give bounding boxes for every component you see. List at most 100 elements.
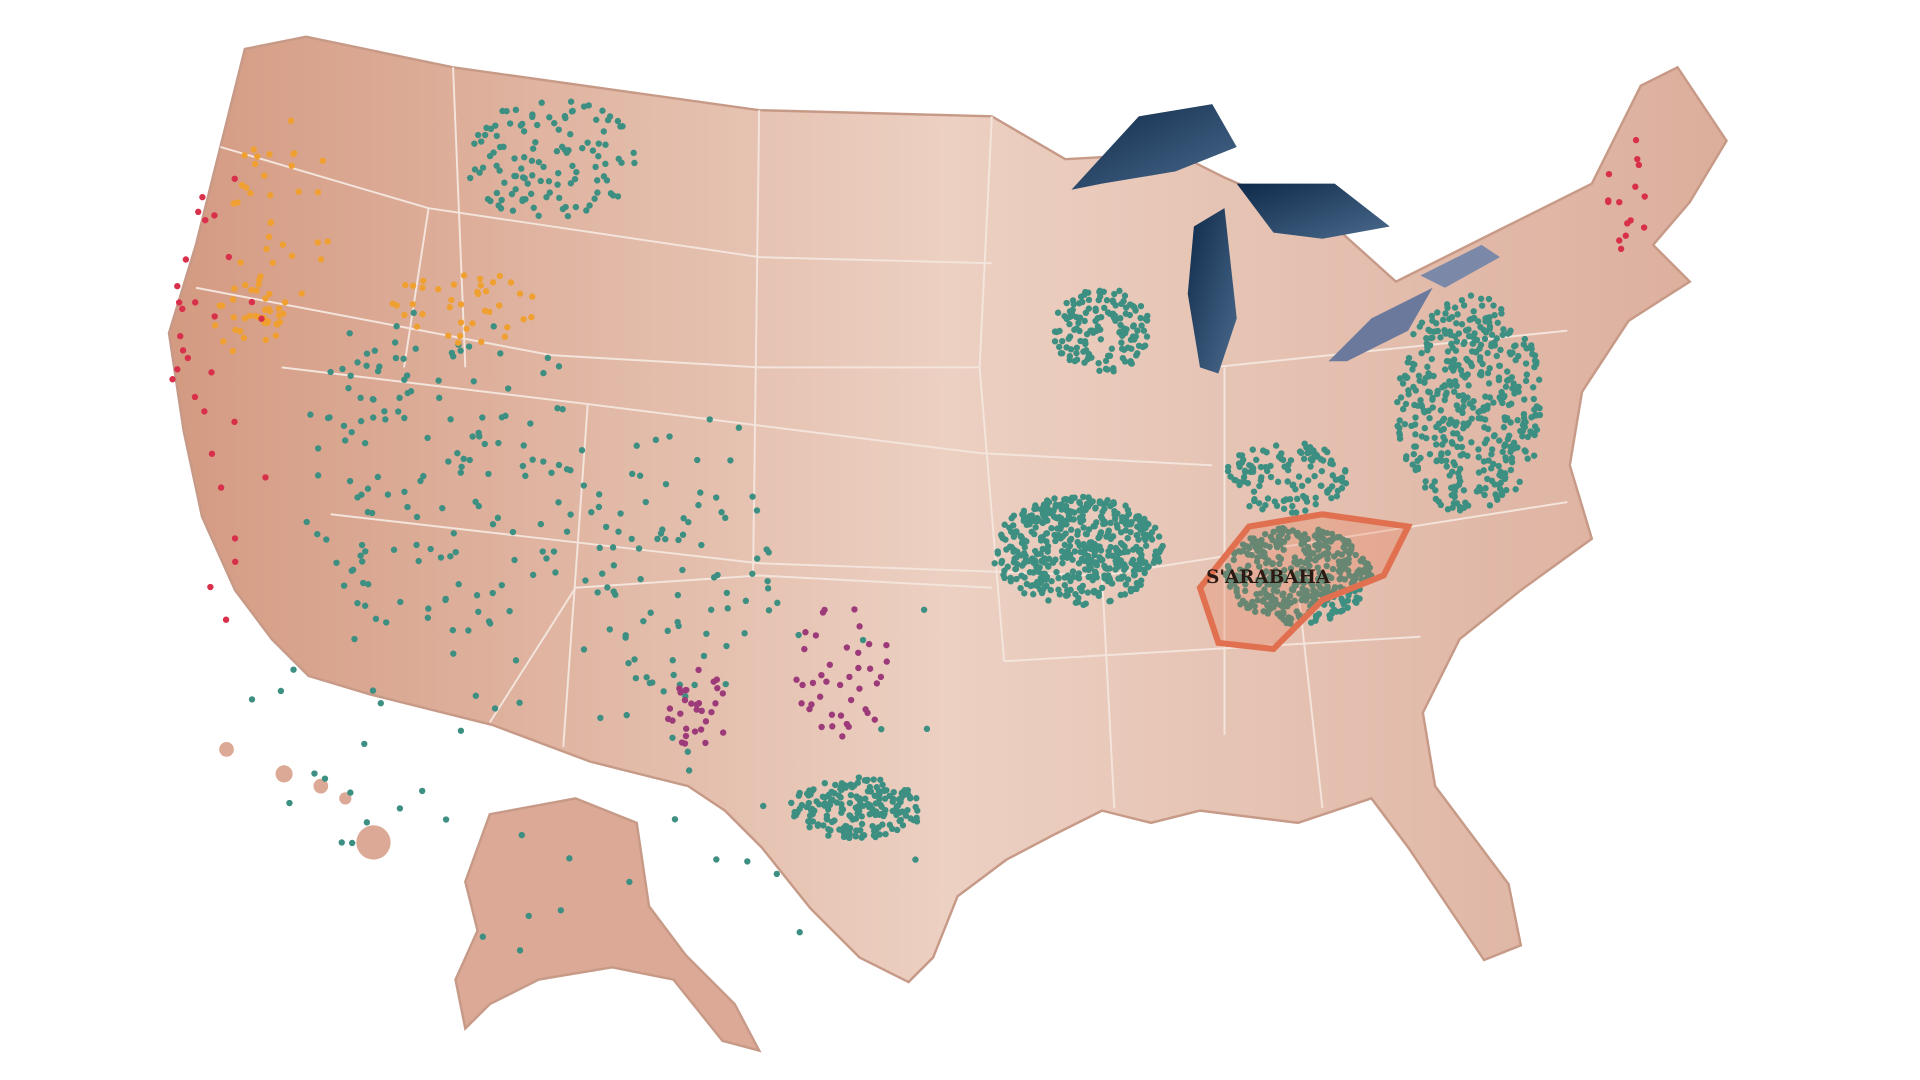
site-dot — [225, 253, 233, 261]
site-dot — [1127, 521, 1134, 528]
site-dot — [671, 816, 679, 823]
site-dot — [1120, 297, 1127, 305]
site-dot — [1021, 574, 1028, 581]
site-dot — [544, 354, 552, 362]
site-dot — [371, 347, 378, 354]
site-dot — [1236, 481, 1243, 489]
site-dot — [844, 833, 851, 840]
site-dot — [693, 706, 700, 713]
site-dot — [1296, 533, 1303, 540]
site-dot — [591, 195, 598, 202]
site-dot — [1257, 590, 1264, 597]
site-dot — [662, 480, 670, 488]
site-dot — [1117, 529, 1125, 536]
site-dot — [1449, 504, 1456, 511]
site-dot — [1138, 322, 1145, 329]
site-dot — [1399, 380, 1407, 387]
site-dot — [1488, 331, 1496, 338]
site-dot — [201, 408, 208, 415]
site-dot — [722, 680, 729, 688]
site-dot — [1030, 569, 1037, 576]
great-lakes — [1071, 104, 1500, 374]
site-dot — [1054, 309, 1062, 316]
site-dot — [347, 789, 354, 796]
site-dot — [1089, 498, 1096, 505]
site-dot — [1521, 447, 1528, 454]
site-dot — [1091, 568, 1099, 576]
site-dot — [610, 588, 617, 595]
site-dot — [1032, 524, 1039, 531]
site-dot — [674, 618, 681, 626]
site-dot — [530, 204, 537, 211]
site-dot — [1107, 310, 1114, 318]
site-dot — [569, 107, 576, 115]
site-dot — [998, 559, 1005, 566]
site-dot — [878, 726, 885, 733]
site-dot — [1088, 539, 1095, 546]
site-dot — [802, 629, 809, 636]
site-dot — [640, 618, 647, 625]
site-dot — [1528, 430, 1536, 437]
site-dot — [871, 792, 878, 799]
site-dot — [593, 116, 600, 123]
site-dot — [179, 347, 187, 354]
site-dot — [1477, 368, 1485, 376]
site-dot — [1339, 478, 1346, 485]
site-dot — [1479, 360, 1486, 368]
site-dot — [615, 155, 622, 162]
site-dot — [870, 832, 878, 839]
site-dot — [1262, 568, 1270, 575]
site-dot — [1488, 446, 1496, 453]
site-dot — [685, 767, 693, 774]
site-dot — [1329, 460, 1336, 468]
site-dot — [463, 325, 470, 332]
site-dot — [1080, 524, 1087, 531]
site-dot — [1441, 396, 1448, 404]
site-dot — [1511, 387, 1518, 394]
site-dot — [481, 440, 488, 448]
site-dot — [848, 784, 856, 791]
site-dot — [458, 463, 465, 470]
site-dot — [594, 589, 601, 596]
site-dot — [1337, 608, 1344, 615]
site-dot — [1107, 543, 1114, 551]
site-dot — [404, 503, 411, 511]
site-dot — [262, 336, 269, 344]
site-dot — [1277, 610, 1284, 617]
site-dot — [600, 128, 607, 135]
site-dot — [217, 484, 225, 491]
site-dot — [1475, 414, 1482, 422]
site-dot — [1124, 344, 1132, 351]
site-dot — [357, 552, 364, 559]
site-dot — [1440, 415, 1448, 422]
site-dot — [722, 514, 729, 522]
site-dot — [1520, 414, 1528, 422]
site-dot — [512, 657, 520, 664]
site-dot — [184, 354, 192, 362]
site-dot — [1415, 372, 1423, 379]
site-dot — [1459, 409, 1466, 417]
site-dot — [1121, 292, 1129, 299]
site-dot — [286, 799, 293, 807]
site-dot — [1084, 589, 1092, 596]
site-dot — [1477, 323, 1484, 331]
site-dot — [314, 445, 322, 452]
site-dot — [631, 159, 638, 167]
site-dot — [567, 131, 574, 138]
site-dot — [1142, 315, 1149, 323]
site-dot — [1500, 424, 1508, 431]
site-dot — [409, 300, 416, 308]
site-dot — [858, 834, 865, 841]
site-dot — [1097, 293, 1104, 300]
site-dot — [558, 143, 566, 150]
site-dot — [1069, 568, 1077, 575]
site-dot — [714, 571, 721, 579]
site-dot — [1499, 331, 1506, 339]
site-dot — [445, 458, 452, 465]
site-dot — [1073, 349, 1080, 357]
site-dot — [832, 781, 839, 789]
site-dot — [1481, 335, 1489, 343]
site-dot — [1014, 561, 1021, 568]
contiguous-us — [167, 35, 1728, 984]
